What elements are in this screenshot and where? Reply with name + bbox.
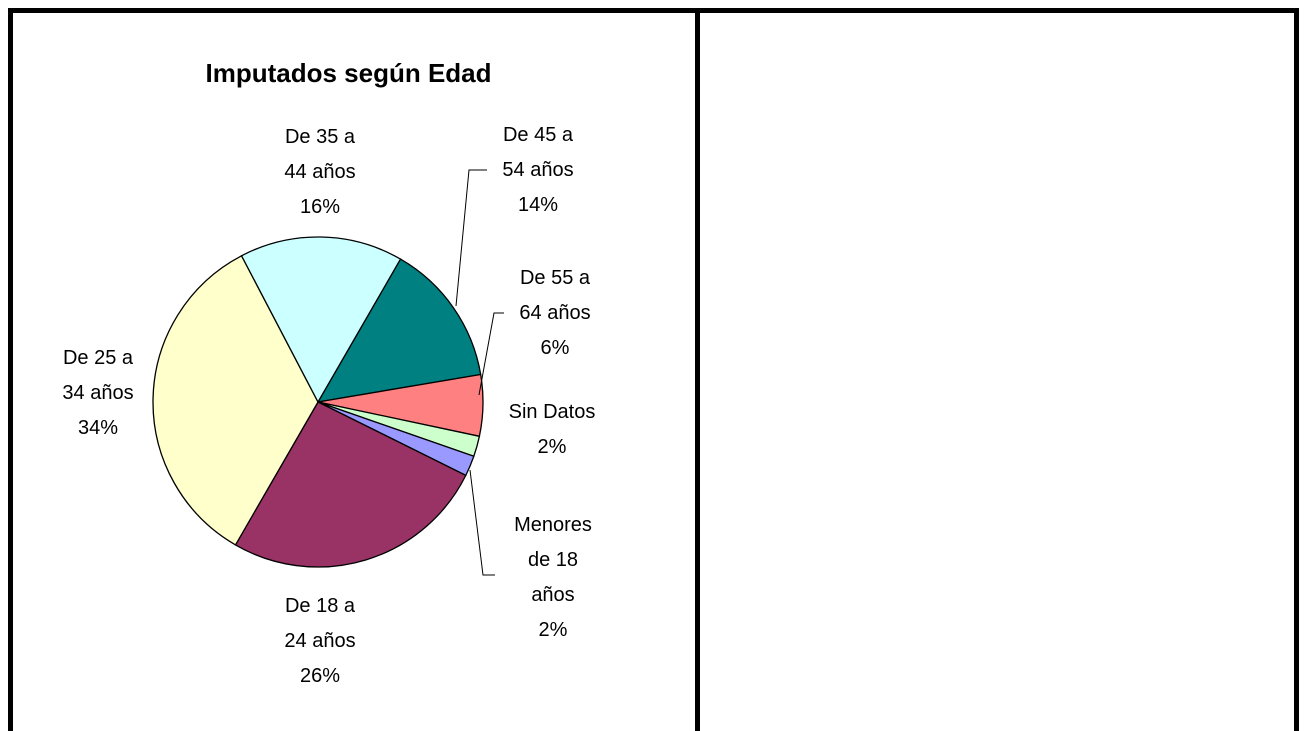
- leader-line: [455, 169, 487, 307]
- chart: [152, 169, 504, 576]
- leader-line: [469, 469, 495, 576]
- slice-label: De 35 a 44 años 16%: [280, 120, 360, 225]
- chart-title: Imputados según Edad: [205, 58, 492, 88]
- value-label: 26%: [299, 665, 341, 687]
- value-label: 34%: [77, 417, 119, 439]
- pie-slice: [152, 254, 319, 546]
- slice-label: De 45 a 54 años 14%: [498, 118, 578, 223]
- pie-slice: [234, 401, 467, 568]
- value-label: 2%: [537, 436, 567, 458]
- category-label: De 55 a 64 años: [519, 267, 591, 324]
- category-label: De 45 a 54 años: [502, 124, 574, 181]
- leader-line: [478, 312, 504, 396]
- value-label: 2%: [538, 619, 568, 641]
- slice-label: Menores de 18 años 2%: [513, 508, 593, 648]
- frame-left: [8, 8, 13, 731]
- pie-slice: [240, 236, 402, 404]
- slice-label: De 25 a 34 años 34%: [58, 341, 138, 446]
- value-label: 16%: [299, 196, 341, 218]
- category-label: Sin Datos: [508, 401, 596, 423]
- frame-top: [8, 8, 1299, 13]
- pie-slice: [316, 258, 482, 403]
- category-label: De 35 a 44 años: [284, 126, 356, 183]
- category-label: De 18 a 24 años: [284, 595, 356, 652]
- slice-label: Sin Datos 2%: [505, 395, 600, 465]
- frame-right: [1294, 8, 1299, 731]
- leader-lines: [455, 169, 504, 576]
- value-label: 14%: [517, 194, 559, 216]
- slice-label: De 55 a 64 años 6%: [515, 261, 595, 366]
- frame-middle: [695, 8, 700, 731]
- value-label: 6%: [540, 337, 570, 359]
- category-label: Menores de 18 años: [514, 514, 592, 606]
- slice-label: De 18 a 24 años 26%: [280, 589, 360, 694]
- category-label: De 25 a 34 años: [62, 347, 134, 404]
